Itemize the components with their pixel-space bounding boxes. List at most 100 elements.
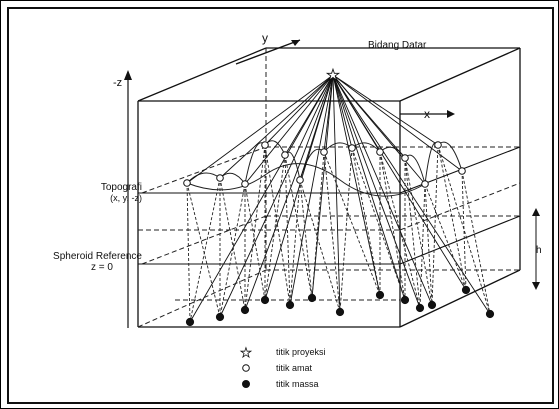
projection-ray-to-observation [284, 74, 334, 156]
box-top-left-edge [137, 47, 267, 102]
projection-ray-to-observation [264, 74, 334, 146]
3d-box [137, 47, 521, 328]
diagonal-link [189, 177, 221, 323]
observation-point [421, 180, 429, 188]
projection-ray [332, 74, 421, 309]
diagonal-link [351, 147, 406, 301]
observation-point [281, 151, 289, 159]
x-axis-label: x [424, 107, 430, 121]
diagonal-link [219, 183, 246, 318]
mass-point [335, 307, 345, 317]
vertical-link [351, 147, 381, 296]
bidang-datar-label: Bidang Datar [368, 40, 427, 51]
projection-ray-to-observation [323, 74, 334, 153]
mass-point [285, 300, 295, 310]
projection-ray-to-observation [332, 74, 439, 146]
diagonal-link [419, 183, 426, 309]
mass-point [427, 300, 437, 310]
observation-point [261, 141, 269, 149]
legend-star-icon: ★ [240, 345, 252, 360]
mass-point [185, 317, 195, 327]
mass-point [485, 309, 495, 319]
projection-ray-to-observation [219, 74, 334, 179]
h-arrow-top [532, 208, 540, 216]
x-axis-arrowhead [447, 110, 455, 118]
projection-ray [332, 74, 433, 306]
mass-point [375, 290, 385, 300]
mid-plane-side [399, 182, 521, 231]
legend-label-titik-amat: titik amat [276, 363, 313, 373]
observation-point [401, 154, 409, 162]
spheroid-plane-side [399, 215, 521, 265]
mass-point [260, 295, 270, 305]
spheroid-plane-back-left [141, 215, 267, 265]
mass-point [400, 295, 410, 305]
diagonal-link [244, 144, 266, 311]
box-bottom-right-edge [399, 269, 521, 328]
y-axis-line [235, 39, 301, 65]
projection-point-star-icon: ★ [326, 67, 339, 84]
vertical-link [404, 157, 421, 309]
diagonal-link [311, 151, 325, 299]
projection-ray [332, 74, 341, 313]
diagonal-link [264, 154, 286, 301]
projection-ray-to-observation [332, 74, 426, 185]
h-arrow-bottom [532, 282, 540, 290]
z-axis-arrowhead [124, 70, 132, 80]
projection-ray [332, 74, 381, 296]
projection-ray-to-observation [332, 74, 353, 149]
mass-point [307, 293, 317, 303]
mass-point [215, 312, 225, 322]
legend-label-titik-massa: titik massa [276, 379, 319, 389]
projection-ray [219, 74, 334, 318]
projection-ray-to-observation [332, 74, 463, 172]
diagonal-link [437, 144, 491, 315]
hidden-bottom-left-edge [137, 269, 267, 328]
spheroid-z-label: z = 0 [91, 262, 113, 273]
observation-point [376, 148, 384, 156]
topografi-coords-label: (x, y, -z) [110, 193, 142, 203]
diagonal-link [289, 179, 301, 306]
diagonal-link [219, 177, 246, 311]
diagonal-link [424, 183, 467, 291]
observation-point [320, 148, 328, 156]
observation-point [296, 176, 304, 184]
observation-point [458, 167, 466, 175]
diagonal-link [379, 151, 421, 309]
diagonal-link [284, 154, 313, 299]
projection-ray [332, 74, 406, 301]
projection-ray [189, 74, 334, 323]
projection-ray-to-observation [244, 74, 334, 185]
diagonal-link [323, 151, 381, 296]
legend-filled-circle-icon [242, 380, 250, 388]
topografi-label: Topografi [101, 182, 142, 193]
points: ★ [183, 67, 495, 327]
observation-point [183, 179, 191, 187]
projection-rays [186, 74, 491, 323]
mass-point [240, 305, 250, 315]
observation-links [186, 144, 491, 323]
observation-point [348, 144, 356, 152]
h-label: h [536, 245, 542, 256]
y-axis-label: y [262, 31, 268, 45]
figure-border [7, 7, 554, 404]
projection-ray [311, 74, 334, 299]
projection-ray-to-observation [299, 74, 334, 181]
observation-point [241, 180, 249, 188]
projection-ray-to-observation [186, 74, 334, 184]
diagonal-link [186, 182, 221, 318]
axes [124, 39, 540, 328]
y-axis-arrowhead [291, 40, 300, 46]
neg-z-label: -z [113, 77, 122, 89]
vertical-link [437, 144, 467, 291]
diagonal-link [339, 147, 353, 313]
observation-point [434, 141, 442, 149]
legend-open-circle-icon [242, 364, 250, 372]
vertical-link [284, 154, 291, 306]
legend: ★ titik proyeksi titik amat titik massa [240, 345, 326, 389]
vertical-link [461, 170, 491, 315]
legend-label-titik-proyeksi: titik proyeksi [276, 347, 326, 357]
mass-point [461, 285, 471, 295]
